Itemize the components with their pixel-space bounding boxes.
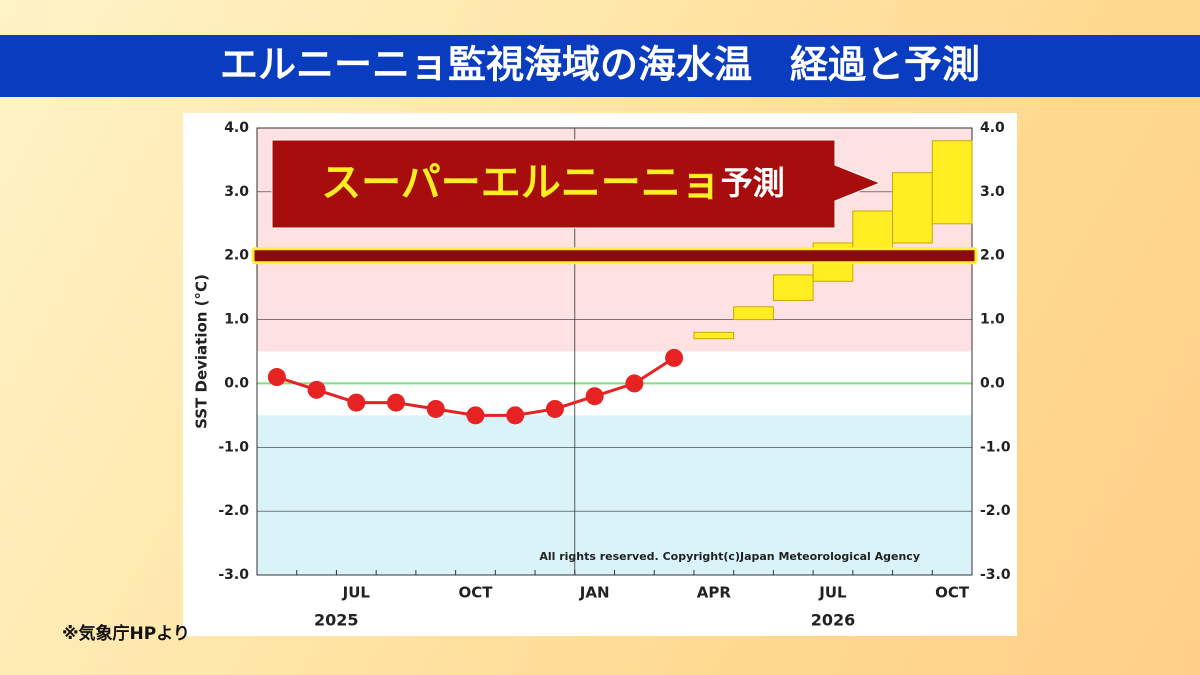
data-point — [307, 380, 326, 399]
forecast-box — [693, 331, 735, 340]
banner-suffix: 予測 — [721, 164, 785, 202]
x-tick-label: OCT — [458, 584, 493, 602]
x-tick-label: JUL — [342, 584, 371, 602]
banner-text: スーパーエルニーニョ予測 — [321, 160, 785, 206]
header-bar — [0, 35, 1200, 97]
data-point — [387, 393, 406, 412]
data-point — [466, 406, 485, 425]
threshold-line — [251, 247, 978, 265]
y-axis-label: SST Deviation (°C) — [193, 274, 211, 429]
forecast-box — [733, 306, 774, 321]
forecast-box — [931, 140, 973, 225]
y2-tick-label: 0.0 — [980, 375, 1005, 391]
data-point — [426, 399, 445, 418]
y2-tick-label: -3.0 — [980, 567, 1011, 583]
y-tick-label: 0.0 — [224, 375, 249, 391]
y-tick-label: -2.0 — [218, 503, 249, 519]
y2-tick-label: -1.0 — [980, 439, 1011, 455]
y2-tick-label: 1.0 — [980, 312, 1005, 328]
data-point — [625, 374, 644, 393]
copyright: All rights reserved. Copyright(c)Japan M… — [539, 550, 920, 563]
forecast-box — [892, 172, 933, 244]
y2-tick-label: 3.0 — [980, 184, 1005, 200]
year-label: 2025 — [314, 611, 359, 630]
y-tick-label: 2.0 — [224, 248, 249, 264]
y-tick-label: 1.0 — [224, 312, 249, 328]
x-tick-label: APR — [697, 584, 732, 602]
y-tick-label: -1.0 — [218, 439, 249, 455]
band — [257, 415, 972, 575]
forecast-box — [772, 274, 814, 301]
x-tick-label: OCT — [935, 584, 970, 602]
data-point — [585, 387, 604, 406]
y-tick-label: 3.0 — [224, 184, 249, 200]
data-point — [506, 406, 525, 425]
banner-highlight: スーパーエルニーニョ — [321, 160, 721, 206]
x-tick-label: JUL — [818, 584, 847, 602]
year-label: 2026 — [811, 611, 856, 630]
source-note: ※気象庁HPより — [62, 623, 190, 644]
y2-tick-label: 4.0 — [980, 120, 1005, 136]
banner-shape — [271, 139, 882, 229]
header-title: エルニーニョ監視海域の海水温 経過と予測 — [220, 43, 980, 87]
y2-tick-label: 2.0 — [980, 248, 1005, 264]
data-point — [267, 368, 286, 387]
data-point — [665, 348, 684, 367]
data-point — [545, 399, 564, 418]
y-tick-label: -3.0 — [218, 567, 249, 583]
x-tick-label: JAN — [579, 584, 610, 602]
y-tick-label: 4.0 — [224, 120, 249, 136]
data-point — [347, 393, 366, 412]
y2-tick-label: -2.0 — [980, 503, 1011, 519]
